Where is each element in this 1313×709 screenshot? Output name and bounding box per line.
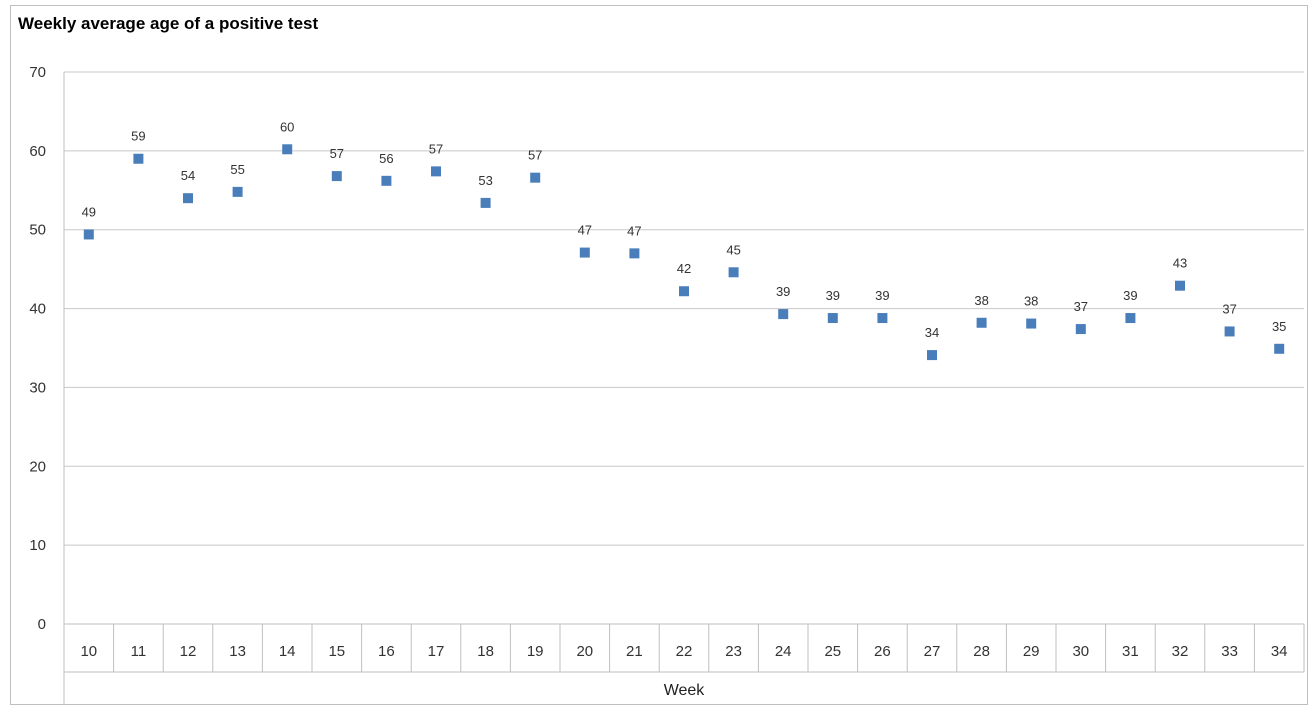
- data-point: [679, 286, 689, 297]
- data-point: [183, 193, 193, 204]
- data-label: 43: [1173, 256, 1187, 271]
- x-tick-labels: 10 11 12 13 14 15 16 17 18 19 20 21 22 23 24 25 26 27 28 29…: [80, 643, 1287, 660]
- x-tick-label: 10: [80, 643, 97, 660]
- data-point: [827, 313, 838, 324]
- y-tick-label: 40: [29, 301, 46, 318]
- data-point: [728, 267, 739, 278]
- y-tick-label: 0: [38, 616, 46, 633]
- data-label: 53: [478, 173, 492, 188]
- data-label: 39: [826, 288, 840, 303]
- data-point: [232, 186, 243, 197]
- data-label: 42: [677, 261, 691, 276]
- data-label: 38: [1024, 294, 1038, 309]
- x-tick-label: 16: [378, 643, 395, 660]
- data-point: [877, 313, 888, 324]
- data-label: 34: [925, 325, 939, 340]
- x-tick-label: 25: [824, 643, 841, 660]
- gridlines: [64, 71, 1304, 546]
- y-tick-label: 60: [29, 143, 46, 160]
- data-point: [331, 171, 342, 182]
- data-point: [1026, 318, 1037, 329]
- data-point: [1075, 324, 1086, 335]
- x-tick-label: 15: [328, 643, 345, 660]
- chart-frame: [10, 5, 1308, 705]
- data-label: 59: [131, 129, 145, 144]
- x-tick-label: 34: [1271, 643, 1288, 660]
- y-tick-labels: 0 10 20 30 40 50 60 70: [29, 64, 46, 633]
- data-label: 56: [379, 151, 393, 166]
- data-point: [530, 172, 541, 183]
- data-label: 39: [1123, 288, 1137, 303]
- x-axis-title: Week: [664, 682, 706, 699]
- data-label: 37: [1074, 299, 1088, 314]
- axes: [63, 72, 1305, 705]
- data-point: [83, 229, 94, 240]
- data-label: 57: [528, 148, 542, 163]
- data-label: 55: [230, 162, 244, 177]
- data-point: [1125, 313, 1136, 324]
- data-label: 54: [181, 168, 195, 183]
- x-tick-label: 17: [428, 643, 445, 660]
- x-tick-label: 18: [477, 643, 494, 660]
- data-point: [579, 247, 590, 258]
- x-tick-label: 23: [725, 643, 742, 660]
- x-tick-label: 27: [924, 643, 941, 660]
- x-tick-label: 11: [131, 643, 147, 660]
- data-point: [1274, 343, 1285, 354]
- x-tick-label: 19: [527, 643, 544, 660]
- x-tick-label: 24: [775, 643, 792, 660]
- data-label: 38: [974, 293, 988, 308]
- data-point: [629, 248, 640, 259]
- x-tick-label: 20: [576, 643, 593, 660]
- data-point: [778, 309, 789, 320]
- x-tick-label: 26: [874, 643, 891, 660]
- x-tick-label: 32: [1172, 643, 1189, 660]
- data-labels: 49 59 54 55 60 57 56 57 53 57 47 47 42 45 39 39 39 34 38 38…: [82, 119, 1287, 340]
- data-point: [927, 350, 937, 361]
- y-tick-label: 70: [29, 64, 46, 81]
- data-point: [976, 317, 987, 328]
- data-label: 47: [627, 223, 641, 238]
- x-tick-label: 14: [279, 643, 296, 660]
- data-label: 47: [578, 223, 592, 238]
- x-tick-label: 28: [973, 643, 990, 660]
- data-label: 35: [1272, 319, 1286, 334]
- data-point: [1175, 280, 1185, 291]
- data-point: [1224, 326, 1235, 337]
- y-tick-label: 10: [29, 537, 46, 554]
- x-tick-label: 22: [676, 643, 693, 660]
- data-label: 60: [280, 119, 294, 134]
- data-point: [282, 144, 293, 155]
- data-label: 57: [429, 141, 443, 156]
- y-tick-label: 50: [29, 222, 46, 239]
- data-label: 39: [875, 288, 889, 303]
- data-label: 37: [1222, 301, 1236, 316]
- x-tick-label: 33: [1221, 643, 1238, 660]
- data-label: 57: [330, 146, 344, 161]
- y-tick-label: 30: [29, 379, 46, 396]
- chart-title: Weekly average age of a positive test: [18, 14, 319, 33]
- x-tick-label: 31: [1122, 643, 1139, 660]
- x-tick-label: 21: [626, 643, 643, 660]
- x-tick-label: 13: [229, 643, 246, 660]
- data-points: [83, 144, 1285, 361]
- data-label: 49: [82, 204, 96, 219]
- data-point: [480, 197, 491, 208]
- data-point: [133, 153, 144, 164]
- data-point: [431, 166, 441, 177]
- data-point: [381, 175, 392, 186]
- x-tick-label: 30: [1072, 643, 1089, 660]
- x-tick-label: 29: [1023, 643, 1040, 660]
- data-label: 45: [726, 242, 740, 257]
- x-tick-label: 12: [180, 643, 197, 660]
- y-tick-label: 20: [29, 458, 46, 475]
- data-label: 39: [776, 284, 790, 299]
